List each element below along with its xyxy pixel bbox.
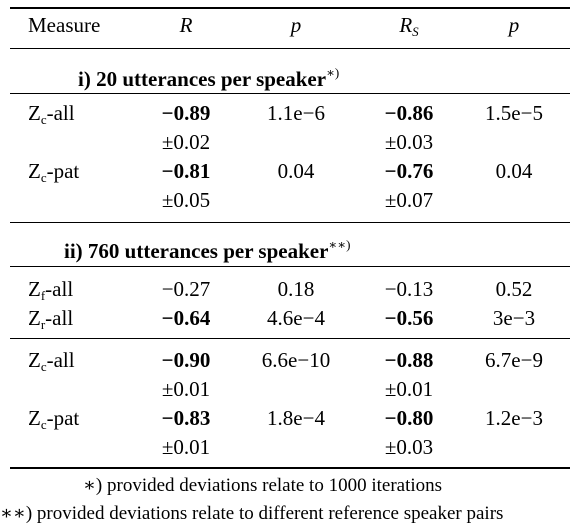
section-1-title: i) 20 utterances per speaker∗) <box>78 65 340 91</box>
p-value: 0.52 <box>495 277 533 301</box>
p-value: 0.04 <box>277 159 315 183</box>
header-rs: RS <box>399 13 419 39</box>
p-value: 1.1e−6 <box>267 101 325 125</box>
r-deviation: ±0.02 <box>161 130 211 154</box>
r-value: −0.64 <box>161 306 211 330</box>
r-value: −0.83 <box>161 406 211 430</box>
header-p1: p <box>290 13 302 37</box>
top-rule <box>10 7 570 9</box>
rs-value: −0.76 <box>384 159 434 183</box>
group-rule <box>10 338 570 339</box>
row-label: Zc-pat <box>28 406 80 432</box>
p-value: 0.18 <box>277 277 315 301</box>
p-value: 3e−3 <box>492 306 536 330</box>
rs-value: −0.88 <box>384 348 434 372</box>
r-deviation: ±0.01 <box>161 377 211 401</box>
header-measure: Measure <box>28 13 101 37</box>
p-value: 1.8e−4 <box>267 406 325 430</box>
rs-deviation: ±0.03 <box>384 435 434 459</box>
rs-deviation: ±0.03 <box>384 130 434 154</box>
r-value: −0.81 <box>161 159 211 183</box>
r-deviation: ±0.05 <box>161 188 211 212</box>
r-value: −0.27 <box>161 277 211 301</box>
footnote-2: ∗∗) provided deviations relate to differ… <box>0 503 504 524</box>
rs-deviation: ±0.07 <box>384 188 434 212</box>
section-2-rule <box>10 266 570 267</box>
p-value: 4.6e−4 <box>267 306 325 330</box>
rs-value: −0.80 <box>384 406 434 430</box>
p-value: 6.7e−9 <box>485 348 543 372</box>
section-2-top-rule <box>10 222 570 223</box>
row-label: Zc-all <box>28 101 75 127</box>
r-deviation: ±0.01 <box>161 435 211 459</box>
footnote-1: ∗) provided deviations relate to 1000 it… <box>83 475 443 496</box>
row-label: Zc-all <box>28 348 75 374</box>
header-rule <box>10 48 570 49</box>
bottom-rule <box>10 467 570 469</box>
r-value: −0.89 <box>161 101 211 125</box>
p-value: 6.6e−10 <box>261 348 331 372</box>
row-label: Zr-all <box>28 306 74 332</box>
r-value: −0.90 <box>161 348 211 372</box>
row-label: Zc-pat <box>28 159 80 185</box>
rs-value: −0.56 <box>384 306 434 330</box>
header-r: R <box>179 13 193 37</box>
rs-deviation: ±0.01 <box>384 377 434 401</box>
p-value: 0.04 <box>495 159 533 183</box>
p-value: 1.2e−3 <box>485 406 543 430</box>
p-value: 1.5e−5 <box>485 101 543 125</box>
row-label: Zf-all <box>28 277 74 303</box>
header-p2: p <box>508 13 520 37</box>
section-1-rule <box>10 93 570 94</box>
rs-value: −0.13 <box>384 277 434 301</box>
rs-value: −0.86 <box>384 101 434 125</box>
section-2-title: ii) 760 utterances per speaker∗∗) <box>64 237 351 263</box>
